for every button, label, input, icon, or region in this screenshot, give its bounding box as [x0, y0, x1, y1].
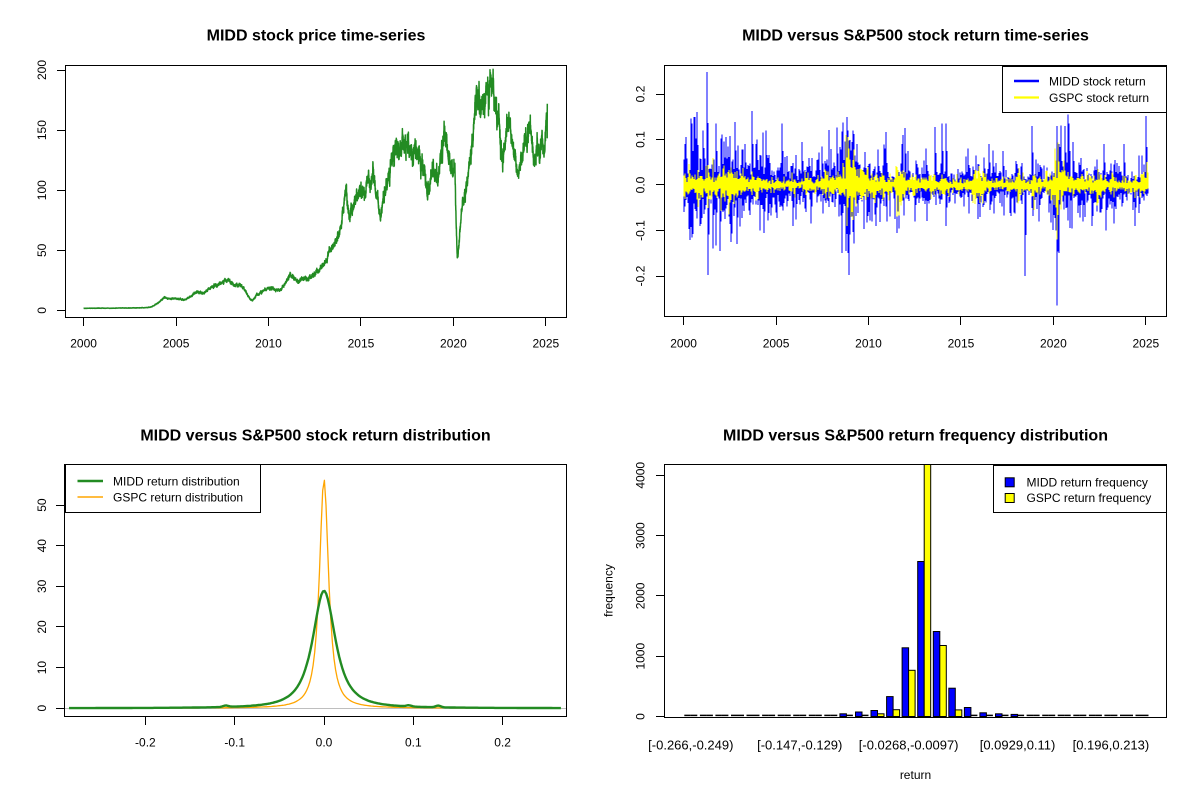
svg-text:return: return — [900, 768, 931, 782]
svg-text:MIDD versus S&P500 stock retur: MIDD versus S&P500 stock return distribu… — [140, 428, 490, 445]
svg-text:-0.1: -0.1 — [634, 220, 648, 241]
svg-text:MIDD return frequency: MIDD return frequency — [1027, 475, 1148, 489]
svg-text:0.1: 0.1 — [405, 736, 422, 750]
svg-text:2005: 2005 — [163, 337, 190, 351]
svg-text:-0.2: -0.2 — [634, 265, 648, 286]
svg-text:10: 10 — [35, 661, 49, 675]
svg-text:0.1: 0.1 — [634, 131, 648, 148]
svg-text:GSPC return distribution: GSPC return distribution — [113, 491, 243, 505]
svg-text:2015: 2015 — [948, 337, 975, 351]
svg-text:2000: 2000 — [634, 582, 648, 609]
svg-text:4000: 4000 — [634, 462, 648, 489]
svg-text:MIDD stock price time-series: MIDD stock price time-series — [207, 28, 426, 45]
svg-text:GSPC stock return: GSPC stock return — [1049, 91, 1149, 105]
svg-text:0: 0 — [634, 713, 648, 720]
svg-text:0.2: 0.2 — [494, 736, 511, 750]
svg-text:2025: 2025 — [532, 337, 559, 351]
svg-text:2015: 2015 — [348, 337, 375, 351]
svg-text:MIDD versus S&P500 return freq: MIDD versus S&P500 return frequency dist… — [723, 428, 1108, 445]
svg-text:100: 100 — [35, 180, 49, 200]
svg-text:40: 40 — [35, 539, 49, 553]
svg-text:GSPC return frequency: GSPC return frequency — [1027, 491, 1152, 505]
svg-text:MIDD versus S&P500 stock retur: MIDD versus S&P500 stock return time-ser… — [742, 28, 1089, 45]
svg-text:2020: 2020 — [1040, 337, 1067, 351]
svg-text:2025: 2025 — [1132, 337, 1159, 351]
svg-text:3000: 3000 — [634, 522, 648, 549]
svg-text:2010: 2010 — [255, 337, 282, 351]
svg-text:0: 0 — [35, 307, 49, 314]
svg-text:0.0: 0.0 — [316, 736, 333, 750]
svg-text:30: 30 — [35, 579, 49, 593]
svg-text:2010: 2010 — [855, 337, 882, 351]
svg-text:1000: 1000 — [634, 643, 648, 670]
svg-text:MIDD stock return: MIDD stock return — [1049, 75, 1146, 89]
svg-text:-0.1: -0.1 — [224, 736, 245, 750]
svg-text:200: 200 — [35, 60, 49, 80]
svg-text:-0.2: -0.2 — [135, 736, 156, 750]
svg-text:50: 50 — [35, 498, 49, 512]
svg-text:20: 20 — [35, 620, 49, 634]
svg-text:[-0.266,-0.249): [-0.266,-0.249) — [648, 738, 733, 753]
svg-text:2020: 2020 — [440, 337, 467, 351]
svg-text:[-0.147,-0.129): [-0.147,-0.129) — [757, 738, 842, 753]
svg-text:0: 0 — [35, 705, 49, 712]
svg-text:0.0: 0.0 — [634, 176, 648, 193]
svg-text:[-0.0268,-0.0097): [-0.0268,-0.0097) — [859, 738, 959, 753]
svg-text:50: 50 — [35, 243, 49, 257]
svg-text:[0.196,0.213): [0.196,0.213) — [1073, 738, 1150, 753]
svg-text:MIDD return distribution: MIDD return distribution — [113, 475, 240, 489]
svg-text:2005: 2005 — [763, 337, 790, 351]
svg-text:2000: 2000 — [670, 337, 697, 351]
svg-text:150: 150 — [35, 120, 49, 140]
svg-text:[0.0929,0.11): [0.0929,0.11) — [980, 738, 1056, 753]
svg-text:frequency: frequency — [602, 564, 616, 617]
svg-text:2000: 2000 — [70, 337, 97, 351]
svg-text:0.2: 0.2 — [634, 85, 648, 102]
